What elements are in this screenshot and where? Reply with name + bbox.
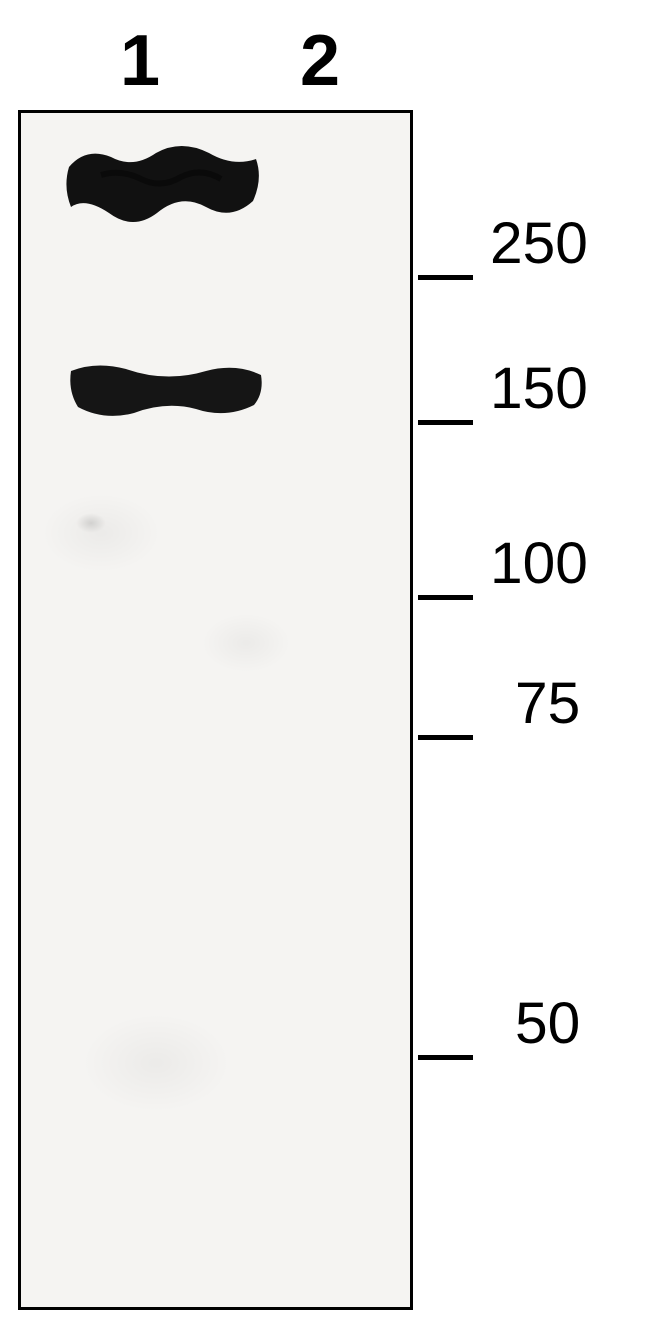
band-upper (61, 139, 266, 234)
blot-membrane (18, 110, 413, 1310)
marker-tick-250 (418, 275, 473, 280)
marker-label-50: 50 (515, 990, 580, 1057)
background-noise (41, 493, 161, 573)
marker-label-75: 75 (515, 670, 580, 737)
band-lower (66, 361, 266, 421)
marker-label-150: 150 (490, 355, 588, 422)
blot-figure: 1 2 250 150 100 75 50 (0, 0, 650, 1325)
background-noise (81, 1013, 231, 1113)
marker-tick-75 (418, 735, 473, 740)
marker-tick-150 (418, 420, 473, 425)
background-noise (201, 613, 291, 673)
marker-label-100: 100 (490, 530, 588, 597)
marker-tick-100 (418, 595, 473, 600)
marker-tick-50 (418, 1055, 473, 1060)
lane-label-2: 2 (300, 20, 340, 102)
marker-label-250: 250 (490, 210, 588, 277)
lane-label-1: 1 (120, 20, 160, 102)
faint-smudge (76, 513, 106, 533)
